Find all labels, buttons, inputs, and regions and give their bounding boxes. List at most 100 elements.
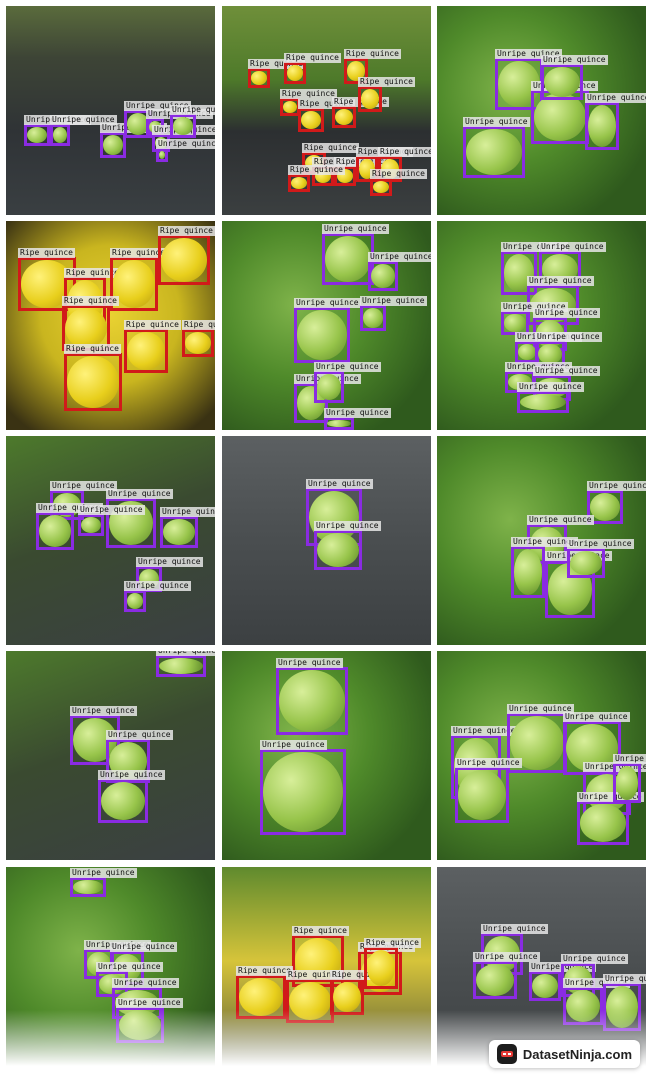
ripe-quince: [67, 356, 119, 408]
brand-badge[interactable]: DatasetNinja.com: [488, 1040, 640, 1068]
detection-box: Unripe quince: [156, 651, 215, 677]
detection-label: Unripe quince: [36, 503, 103, 513]
detection-box: Unripe quince: [473, 952, 540, 999]
ripe-quince: [161, 238, 207, 282]
detection-box: Ripe quince: [110, 248, 167, 311]
detection-label: Unripe quince: [294, 298, 361, 308]
unripe-quince: [327, 420, 351, 427]
unripe-quince: [263, 752, 343, 832]
unripe-quince: [532, 974, 558, 998]
ripe-quince: [291, 177, 307, 189]
unripe-quince: [159, 658, 203, 674]
detection-label: Ripe quince: [358, 77, 415, 87]
brand-name: DatasetNinja.com: [522, 1046, 632, 1062]
detection-label: Ripe quince: [124, 320, 181, 330]
detection-box: Unripe quince: [294, 298, 361, 363]
detection-label: Unripe quince: [96, 962, 163, 972]
unripe-quince: [163, 519, 195, 545]
unripe-quince: [325, 236, 371, 282]
unripe-quince: [616, 766, 638, 800]
detection-label: Ripe quince: [236, 966, 293, 976]
detection-label: Ripe quince: [182, 320, 215, 330]
unripe-quince: [159, 151, 165, 159]
detection-label: Ripe quince: [370, 169, 427, 179]
detection-label: Unripe quince: [527, 515, 594, 525]
photo-tile: Ripe quince Ripe quince Ripe quince Ripe qu…: [6, 221, 215, 430]
detection-box: Ripe quince: [344, 49, 401, 84]
detection-box: Unripe quince: [613, 754, 646, 803]
detection-label: Unripe quince: [585, 93, 646, 103]
unripe-quince: [534, 93, 586, 141]
unripe-quince: [101, 782, 145, 820]
unripe-quince: [580, 804, 626, 842]
unripe-quince: [538, 344, 562, 364]
detection-box: Unripe quince: [124, 581, 191, 612]
detection-label: Unripe quince: [324, 408, 391, 418]
detection-label: Unripe quince: [577, 792, 644, 802]
detection-label: Unripe quince: [170, 105, 215, 115]
detection-label: Ripe quince: [292, 926, 349, 936]
unripe-quince: [127, 113, 149, 135]
detection-label: Unripe quince: [156, 651, 215, 656]
detection-box: Ripe quince: [124, 320, 181, 373]
ripe-quince: [335, 109, 353, 125]
detection-box: Unripe quince: [322, 224, 389, 285]
unripe-quince: [39, 515, 71, 547]
ripe-quince: [347, 61, 365, 81]
detection-box: Unripe quince: [160, 507, 215, 548]
detection-label: Unripe quince: [50, 115, 117, 125]
detection-box: Ripe quince: [332, 97, 389, 128]
detection-label: Unripe quince: [451, 726, 518, 736]
detection-label: Unripe quince: [156, 139, 215, 149]
detection-label: Unripe quince: [517, 382, 584, 392]
detection-label: Unripe quince: [587, 481, 646, 491]
detection-box: Ripe quince: [280, 89, 337, 116]
detection-label: Ripe quince: [64, 344, 121, 354]
detection-label: Unripe quince: [70, 868, 137, 878]
detection-label: Unripe quince: [260, 740, 327, 750]
detection-box: Ripe quince: [158, 226, 215, 285]
detection-label: Unripe quince: [106, 489, 173, 499]
detection-label: Unripe quince: [533, 308, 600, 318]
detection-label: Unripe quince: [136, 557, 203, 567]
detection-label: Unripe quince: [511, 537, 578, 547]
unripe-quince: [544, 67, 580, 97]
detection-label: Unripe quince: [160, 507, 215, 517]
unripe-quince: [514, 549, 542, 595]
ripe-quince: [127, 332, 165, 370]
detection-label: Unripe quince: [78, 505, 145, 515]
detection-label: Unripe quince: [124, 581, 191, 591]
unripe-quince: [81, 517, 101, 533]
detection-box: Unripe quince: [98, 770, 165, 823]
detection-label: Unripe quince: [368, 252, 431, 262]
unripe-quince: [518, 344, 536, 360]
detection-label: Unripe quince: [541, 55, 608, 65]
ripe-quince: [361, 89, 379, 109]
detection-label: Ripe quince: [248, 59, 305, 69]
ripe-quince: [373, 181, 389, 193]
detection-box: Unripe quince: [529, 962, 596, 1001]
detection-label: Ripe quince: [286, 970, 343, 980]
unripe-quince: [279, 670, 345, 732]
detection-label: Unripe quince: [314, 521, 381, 531]
ripe-quince: [65, 308, 107, 348]
detection-label: Ripe quince: [110, 248, 167, 258]
detection-label: Unripe quince: [613, 754, 646, 764]
ninja-logo-icon: [496, 1044, 517, 1064]
detection-box: Unripe quince: [70, 868, 137, 897]
detection-box: Ripe quince: [182, 320, 215, 357]
detection-label: Unripe quince: [50, 481, 117, 491]
unripe-quince: [588, 105, 616, 147]
detection-label: Unripe quince: [463, 117, 530, 127]
unripe-quince: [73, 880, 103, 894]
detection-label: Ripe quince: [344, 49, 401, 59]
detection-label: Ripe quince: [18, 248, 75, 258]
detection-box: Ripe quince: [288, 165, 345, 192]
